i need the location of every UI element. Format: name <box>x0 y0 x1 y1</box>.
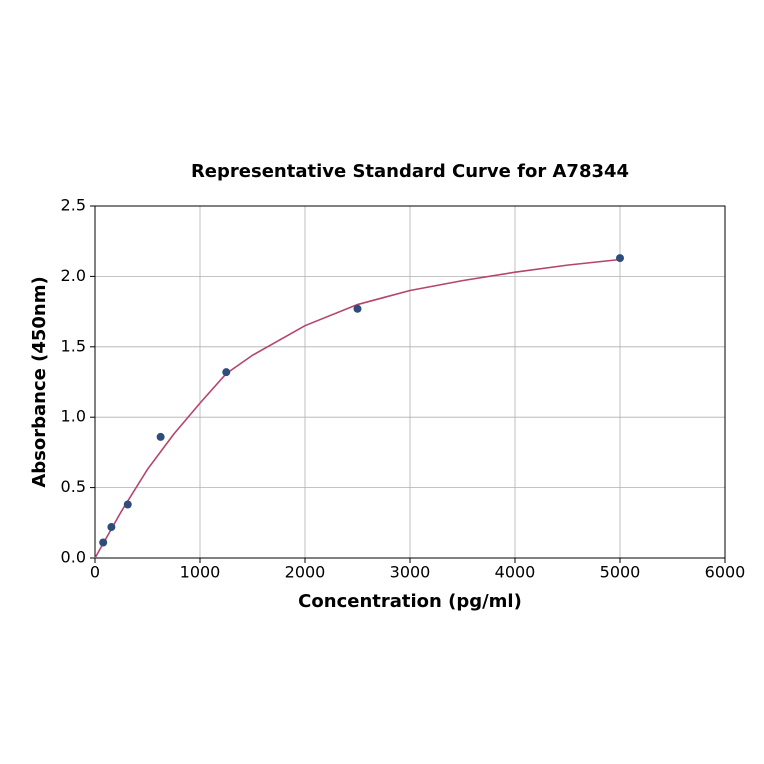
y-tick-label: 2.0 <box>61 266 86 285</box>
x-tick-label: 6000 <box>705 563 746 582</box>
x-tick-label: 1000 <box>180 563 221 582</box>
data-point <box>99 538 108 547</box>
y-axis-label: Absorbance (450nm) <box>29 276 50 487</box>
data-point <box>616 254 624 263</box>
x-axis-label: Concentration (pg/ml) <box>298 591 522 612</box>
x-tick-label: 4000 <box>495 563 536 582</box>
data-point <box>107 523 116 532</box>
y-tick-label: 2.5 <box>61 196 86 215</box>
data-point <box>222 368 231 377</box>
x-tick-label: 0 <box>90 563 100 582</box>
y-tick-label: 0.5 <box>61 477 86 496</box>
x-tick-label: 3000 <box>390 563 431 582</box>
chart-title: Representative Standard Curve for A78344 <box>191 161 629 182</box>
y-tick-label: 1.5 <box>61 336 86 355</box>
y-tick-label: 1.0 <box>61 407 86 426</box>
x-tick-label: 2000 <box>285 563 326 582</box>
data-point <box>353 304 362 313</box>
x-tick-label: 5000 <box>600 563 641 582</box>
plot-frame <box>94 205 726 559</box>
data-point <box>123 500 132 509</box>
fit-curve <box>94 258 621 559</box>
data-point <box>156 432 165 441</box>
y-tick-label: 0.0 <box>61 548 86 567</box>
